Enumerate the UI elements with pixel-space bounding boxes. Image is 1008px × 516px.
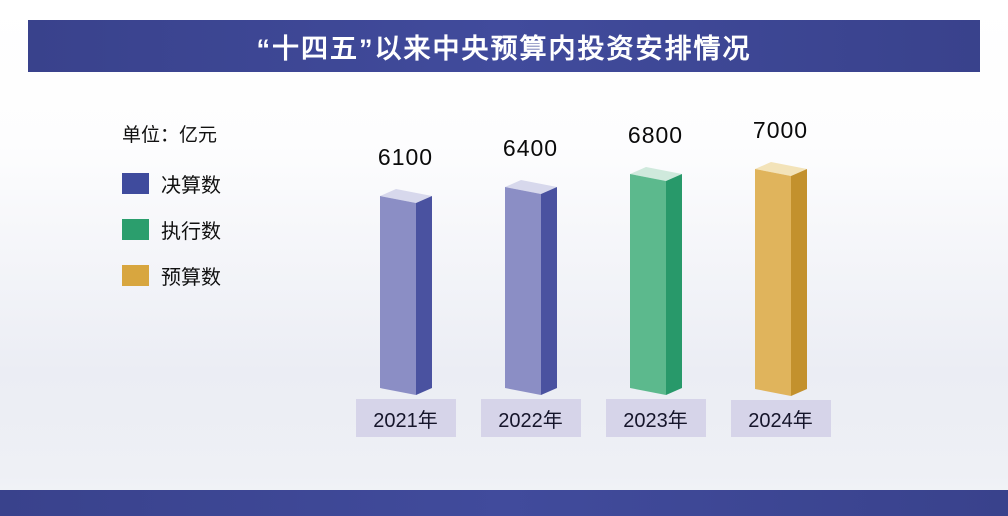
x-axis-label: 2022年 xyxy=(498,409,563,432)
bar-value-label: 6800 xyxy=(627,122,684,148)
bar-group-2024: 7000 2024年 xyxy=(718,117,843,437)
bar-group-2021: 6100 2021年 xyxy=(343,117,468,437)
legend-item-budget: 预算数 xyxy=(122,261,221,290)
legend-item-execution: 执行数 xyxy=(122,215,221,244)
bar-group-2022: 6400 2022年 xyxy=(468,117,593,437)
bar-3d xyxy=(754,162,807,396)
bar-value-label: 7000 xyxy=(752,117,809,143)
bar-group-2023: 6800 2023年 xyxy=(593,117,718,437)
page-title: “十四五”以来中央预算内投资安排情况 xyxy=(256,33,752,64)
x-axis-label: 2023年 xyxy=(623,409,688,432)
legend-swatch-gold xyxy=(122,265,149,286)
bar-3d xyxy=(504,180,557,395)
legend-swatch-green xyxy=(122,219,149,240)
unit-label: 单位：亿元 xyxy=(122,125,218,146)
legend-swatch-blue xyxy=(122,173,149,194)
legend-label: 决算数 xyxy=(161,175,221,197)
x-axis-label: 2021年 xyxy=(373,409,438,432)
x-axis-label-box: 2021年 xyxy=(355,399,456,437)
legend-label: 执行数 xyxy=(161,221,221,243)
x-axis-label-box: 2023年 xyxy=(605,399,706,437)
title-banner: “十四五”以来中央预算内投资安排情况 xyxy=(28,20,980,72)
bar-3d xyxy=(629,167,682,395)
footer-banner xyxy=(0,490,1008,516)
bar-chart: 6100 2021年 6400 2022年 6800 2023年 7000 20… xyxy=(343,117,843,437)
bar-3d xyxy=(379,189,432,395)
chart-legend: 单位：亿元 决算数 执行数 预算数 xyxy=(122,120,221,307)
x-axis-label: 2024年 xyxy=(748,410,813,432)
x-axis-label-box: 2024年 xyxy=(730,400,831,437)
x-axis-label-box: 2022年 xyxy=(480,399,581,437)
bar-value-label: 6100 xyxy=(377,144,434,170)
bar-value-label: 6400 xyxy=(502,135,559,161)
legend-item-final: 决算数 xyxy=(122,169,221,198)
legend-label: 预算数 xyxy=(161,267,221,289)
